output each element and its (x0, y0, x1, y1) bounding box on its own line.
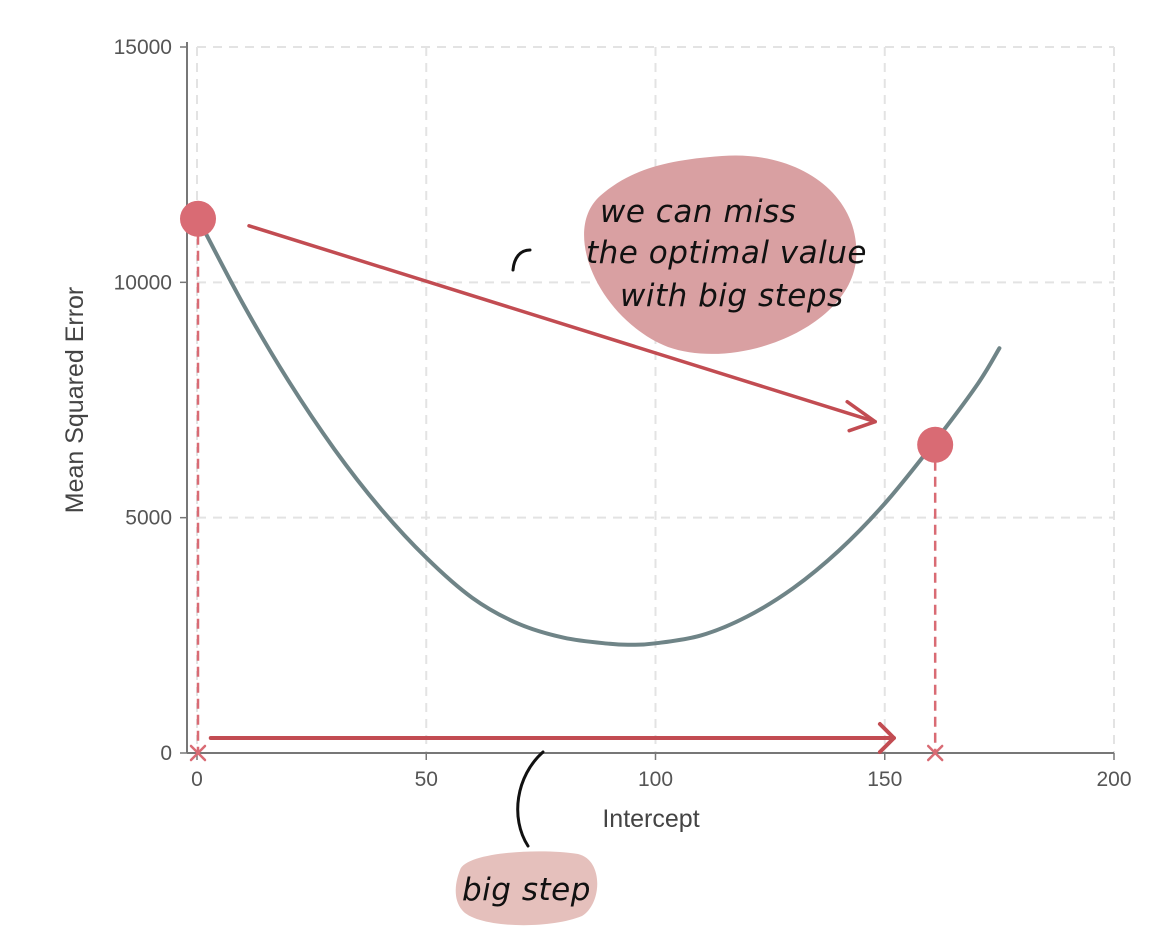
x-tick-label: 0 (191, 768, 203, 791)
y-tick-label: 5000 (125, 507, 172, 530)
annotation-big-step: big step (462, 872, 591, 908)
annotation-bubble-large (584, 155, 857, 354)
annotation-line-1: we can miss (600, 194, 796, 230)
step-point (917, 426, 954, 463)
grid (196, 46, 1115, 754)
x-tick-label: 150 (867, 768, 902, 791)
mse-curve-0 (195, 214, 1002, 647)
x-mark (926, 744, 944, 762)
curve-layer (195, 214, 1002, 647)
pen-stroke-mark (511, 248, 532, 272)
annotation-line-2: the optimal value (586, 235, 867, 271)
y-tick-label: 15000 (114, 36, 172, 59)
x-tick-label: 200 (1096, 768, 1131, 791)
marks (180, 200, 954, 762)
annotation-text-large: we can miss the optimal value with big s… (511, 194, 867, 314)
diagonal-arrow-head (845, 399, 877, 433)
axes: 0 50 100 150 200 0 5000 10000 15000 (114, 36, 1132, 791)
x-tick-label: 100 (638, 768, 673, 791)
annotation-bubble-small-group: big step (455, 750, 598, 926)
step-point (180, 200, 216, 237)
y-tick-label: 0 (160, 742, 172, 765)
x-axis-title: Intercept (602, 805, 699, 833)
x-tick-label: 50 (415, 768, 438, 791)
annotation-bubble-small (455, 851, 598, 926)
y-tick-label: 10000 (114, 271, 172, 294)
x-mark (189, 744, 207, 762)
pointer-stroke (516, 750, 545, 848)
diagonal-arrow-line (247, 224, 877, 424)
annotation-bubble-large (584, 155, 857, 354)
y-axis-title: Mean Squared Error (61, 287, 89, 514)
annotation-line-3: with big steps (620, 278, 844, 314)
step-arrow-head (877, 722, 896, 754)
